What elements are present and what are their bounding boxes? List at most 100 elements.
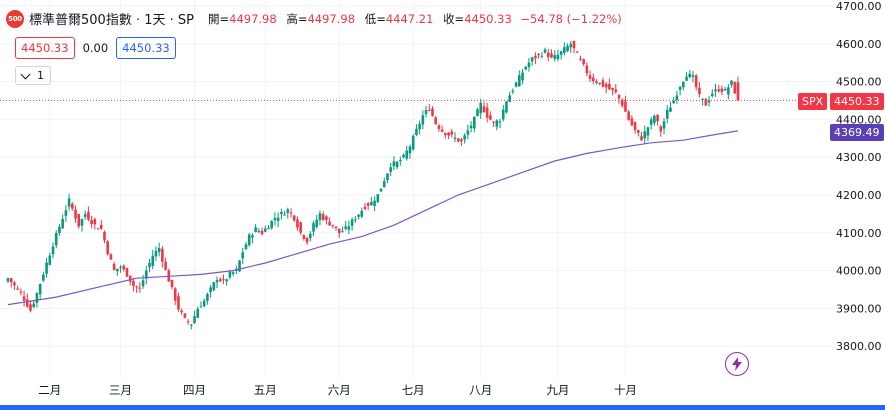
close-value: 4450.33 <box>464 11 512 26</box>
buy-price-box[interactable]: 4450.33 <box>116 37 176 59</box>
price-axis[interactable]: 4700.00 4600.00 4500.00 4400.00 4300.00 4200.… <box>836 0 882 353</box>
candle <box>164 257 167 271</box>
candle-body <box>122 265 126 270</box>
candle <box>180 308 183 315</box>
candle <box>302 234 306 241</box>
candle-body <box>389 167 392 172</box>
candle <box>440 125 444 133</box>
candle-body <box>395 161 399 168</box>
candle <box>418 120 421 135</box>
y-tick-label: 3800.00 <box>836 340 882 353</box>
candle <box>331 224 335 229</box>
candle <box>9 277 13 288</box>
candle-body <box>350 219 354 226</box>
candle-body <box>595 81 598 84</box>
candle <box>74 205 77 224</box>
candle <box>116 268 119 276</box>
candle-body <box>540 55 544 57</box>
candle <box>456 138 460 143</box>
candle-body <box>704 98 708 106</box>
candle-body <box>653 115 656 124</box>
candle <box>588 70 592 82</box>
candle <box>514 81 518 88</box>
candle <box>482 101 486 113</box>
candle <box>363 203 367 211</box>
candle-body <box>209 287 212 293</box>
candle <box>614 83 618 95</box>
candle-body <box>170 279 174 288</box>
candle-body <box>527 62 531 68</box>
candle <box>61 214 64 230</box>
candle-body <box>64 210 68 216</box>
candle-body <box>727 87 730 95</box>
candle-body <box>415 129 418 136</box>
candle <box>244 241 248 250</box>
candle <box>511 88 515 95</box>
candle <box>505 100 508 114</box>
candle <box>585 62 589 77</box>
candle-body <box>238 260 241 272</box>
indicator-collapse-button[interactable]: 1 <box>15 66 51 85</box>
candle <box>173 287 177 306</box>
candle-body <box>13 282 16 286</box>
ma-value-tag: 4369.49 <box>830 124 884 141</box>
candle-body <box>299 222 302 233</box>
candle <box>540 52 544 59</box>
candle-body <box>736 82 740 101</box>
candle-body <box>215 280 219 283</box>
candle-body <box>440 129 444 132</box>
candle-body <box>411 135 415 150</box>
x-tick-label: 九月 <box>546 383 569 397</box>
candle <box>714 83 717 98</box>
symbol-title[interactable]: 標準普爾500指數 · 1天 · SP <box>29 13 194 28</box>
time-axis[interactable]: 二月 三月 四月 五月 六月 七月 八月 九月 十月 <box>38 383 637 397</box>
candle <box>685 72 688 81</box>
sell-price-box[interactable]: 4450.33 <box>15 37 75 59</box>
candle <box>334 226 338 231</box>
candle-body <box>61 218 64 229</box>
candle <box>45 257 48 278</box>
candle-body <box>308 233 312 239</box>
ohlc-values: 開=4497.98 高=4497.98 低=4447.21 收=4450.33 … <box>208 11 622 27</box>
candle <box>308 231 312 242</box>
candle-body <box>251 235 254 238</box>
candle <box>421 110 425 130</box>
candle-body <box>199 306 203 308</box>
candle <box>630 115 634 127</box>
candle <box>431 106 434 117</box>
candle-body <box>495 120 499 127</box>
candle <box>434 115 438 125</box>
candle <box>691 70 695 83</box>
candle-body <box>582 59 585 65</box>
candle-body <box>177 296 180 310</box>
candle <box>54 230 58 249</box>
candle <box>202 298 206 308</box>
candle <box>318 210 322 226</box>
lightning-icon[interactable] <box>725 352 749 376</box>
candle <box>601 77 605 88</box>
high-value: 4497.98 <box>307 11 356 26</box>
candle <box>463 133 466 144</box>
legend: 500 標準普爾500指數 · 1天 · SP 開=4497.98 高=4497… <box>6 9 622 28</box>
candle-body <box>730 80 733 85</box>
candle-body <box>354 219 357 221</box>
candle-body <box>315 219 319 227</box>
candle-body <box>691 75 695 77</box>
candle-body <box>260 230 264 235</box>
bottom-scroll-bar[interactable] <box>0 405 885 410</box>
y-tick-label: 4300.00 <box>836 151 882 164</box>
candle-body <box>656 114 659 122</box>
candle-body <box>144 270 148 279</box>
candle <box>665 105 669 124</box>
open-label: 開= <box>207 11 230 26</box>
candle-body <box>29 304 32 311</box>
candle-body <box>254 227 257 233</box>
candle <box>386 173 389 184</box>
candle <box>25 293 29 308</box>
candle <box>698 82 701 98</box>
candle <box>148 258 151 273</box>
candle <box>350 217 354 231</box>
candle <box>559 50 563 60</box>
candle-body <box>19 291 23 293</box>
